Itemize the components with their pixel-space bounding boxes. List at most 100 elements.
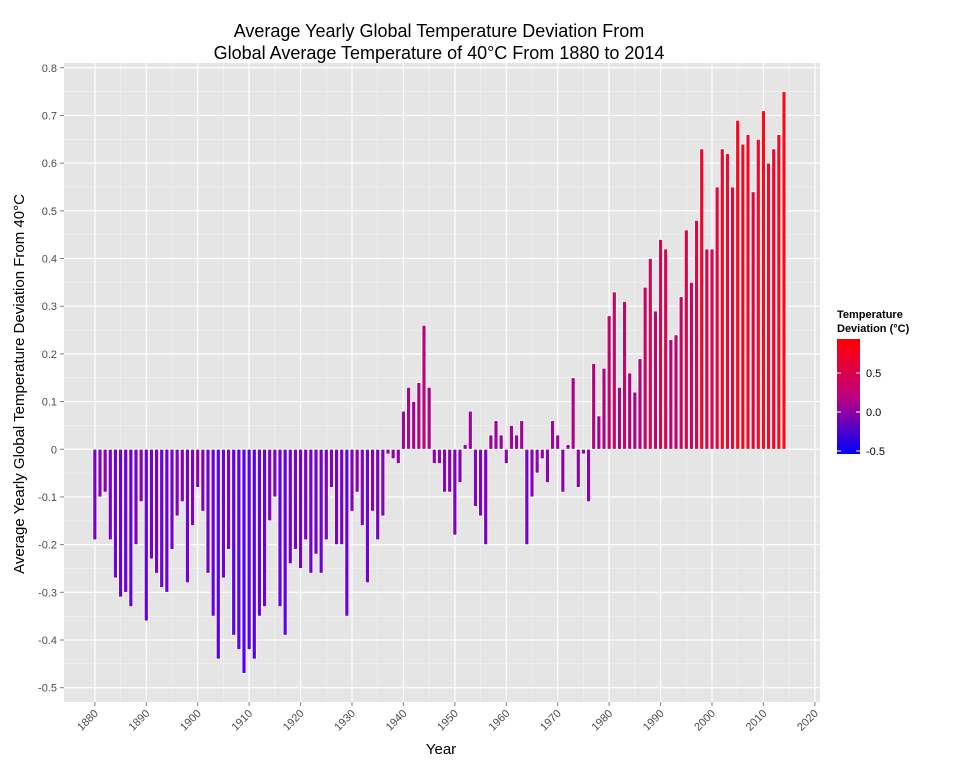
bar-1969 xyxy=(550,420,555,450)
y-tick-label: -0.1 xyxy=(38,492,57,504)
bar-2013 xyxy=(776,134,782,450)
bar-1966 xyxy=(534,448,540,474)
bar-1960 xyxy=(503,448,509,464)
bar-1897 xyxy=(179,448,185,503)
y-tick-label: -0.3 xyxy=(38,587,57,599)
x-axis-ticks: 1880 1890 1900 1910 1920 1930 1940 1950 1960 1970… xyxy=(75,702,821,733)
bar-1931 xyxy=(354,448,360,493)
x-tick-label: 1930 xyxy=(332,708,358,734)
bar-1941 xyxy=(406,386,411,450)
bar-1926 xyxy=(329,448,334,488)
bar-1906 xyxy=(226,448,231,550)
bar-1894 xyxy=(164,448,170,593)
y-tick-label: 0.6 xyxy=(42,158,57,170)
bar-1903 xyxy=(210,448,216,617)
major-gridlines xyxy=(64,63,820,702)
bar-1889 xyxy=(138,448,144,503)
bar-1988 xyxy=(647,258,653,450)
bar-1922 xyxy=(308,448,314,574)
bar-1924 xyxy=(318,448,324,574)
bar-1908 xyxy=(236,448,242,650)
bar-1928 xyxy=(339,448,345,546)
bar-2009 xyxy=(755,138,761,450)
bar-1971 xyxy=(560,448,566,493)
bar-1977 xyxy=(591,363,597,450)
bar-1945 xyxy=(426,386,432,450)
bar-1987 xyxy=(642,286,648,450)
bar-1933 xyxy=(365,448,370,584)
bar-1907 xyxy=(231,448,237,636)
bar-1927 xyxy=(334,448,339,546)
bar-1955 xyxy=(478,448,483,517)
bar-1934 xyxy=(370,448,375,512)
bar-1974 xyxy=(575,448,581,488)
bar-1975 xyxy=(581,448,586,455)
bar-1883 xyxy=(107,448,113,541)
bar-1968 xyxy=(545,448,550,484)
bar-1911 xyxy=(251,448,257,660)
bar-1980 xyxy=(606,315,612,450)
bar-1999 xyxy=(704,248,710,450)
bar-1902 xyxy=(205,448,211,574)
bar-1956 xyxy=(483,448,489,546)
y-tick-label: -0.5 xyxy=(38,683,57,695)
bar-1914 xyxy=(267,448,273,522)
bar-1978 xyxy=(596,415,602,450)
bar-1898 xyxy=(185,448,190,584)
bar-1961 xyxy=(509,425,514,450)
bar-1996 xyxy=(689,281,694,450)
x-tick-label: 1900 xyxy=(178,708,204,734)
y-axis-title: Average Yearly Global Temperature Deviat… xyxy=(11,194,28,574)
bar-1946 xyxy=(431,448,437,464)
bar-1912 xyxy=(257,448,262,617)
bar-1930 xyxy=(349,448,355,512)
bar-1986 xyxy=(637,358,643,450)
bar-1958 xyxy=(493,420,499,450)
bar-1881 xyxy=(97,448,103,498)
x-tick-label: 1940 xyxy=(384,708,410,734)
bar-1990 xyxy=(658,239,663,450)
y-tick-label: 0.1 xyxy=(42,397,57,409)
bar-1972 xyxy=(565,444,571,450)
bar-2008 xyxy=(750,191,756,450)
bar-1910 xyxy=(246,448,252,650)
bar-1921 xyxy=(303,448,309,541)
bar-1970 xyxy=(555,434,561,450)
bar-1904 xyxy=(215,448,221,660)
y-tick-label: 0.7 xyxy=(42,110,57,122)
y-tick-label: 0.3 xyxy=(42,301,57,313)
y-tick-label: 0.2 xyxy=(42,349,57,361)
x-tick-label: 1950 xyxy=(435,708,461,734)
bar-1965 xyxy=(529,448,535,498)
bar-1984 xyxy=(627,372,633,450)
x-tick-label: 1920 xyxy=(281,708,307,734)
bar-1913 xyxy=(262,448,267,608)
bar-1976 xyxy=(586,448,591,503)
bar-2003 xyxy=(725,153,730,450)
bar-1954 xyxy=(473,448,478,507)
bar-1994 xyxy=(678,296,684,450)
legend-title-line-1: Temperature xyxy=(837,309,903,321)
bar-2005 xyxy=(735,119,741,450)
y-tick-label: -0.4 xyxy=(38,635,57,647)
legend: Temperature Deviation (°C) 0.5 0.0 -0.5 xyxy=(837,309,910,458)
bar-1920 xyxy=(298,448,303,569)
bar-1932 xyxy=(359,448,365,526)
plot-panel xyxy=(64,63,820,702)
x-tick-label: 1970 xyxy=(538,708,564,734)
bar-2010 xyxy=(761,110,766,450)
bar-1948 xyxy=(442,448,447,493)
x-tick-label: 2020 xyxy=(795,708,821,734)
bar-1895 xyxy=(169,448,175,550)
bar-1964 xyxy=(524,448,530,546)
bar-1896 xyxy=(174,448,180,517)
bar-1918 xyxy=(287,448,293,565)
bar-1886 xyxy=(123,448,129,593)
bar-1880 xyxy=(92,448,98,541)
bar-2012 xyxy=(771,148,777,450)
bar-1981 xyxy=(611,291,617,450)
bar-1953 xyxy=(467,410,473,450)
y-tick-label: 0.8 xyxy=(42,63,57,75)
x-tick-label: 1880 xyxy=(75,708,101,734)
